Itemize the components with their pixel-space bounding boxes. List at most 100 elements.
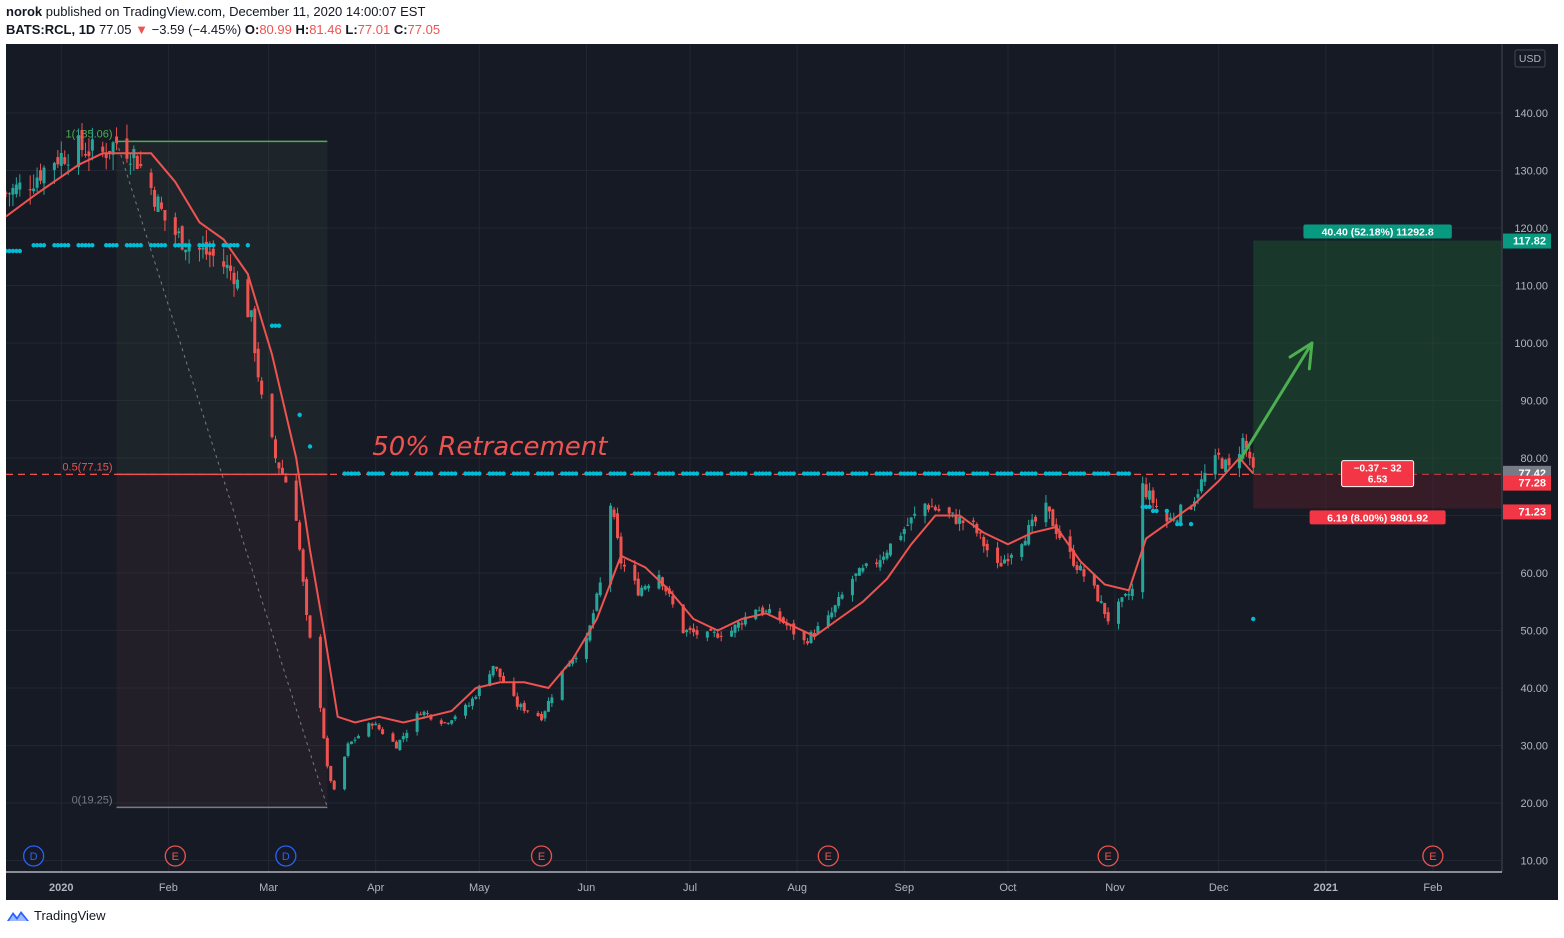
candle-body-167 bbox=[809, 631, 813, 643]
stop-dot-78 bbox=[452, 471, 458, 476]
stop-dot-196 bbox=[1026, 471, 1031, 476]
candle-body-14 bbox=[66, 164, 70, 166]
stop-dot-220 bbox=[1147, 504, 1152, 510]
fib-lower-zone bbox=[116, 474, 328, 808]
open-label: O: bbox=[244, 22, 260, 37]
stop-dot-197 bbox=[1029, 471, 1035, 476]
stop-dot-139 bbox=[753, 471, 758, 476]
candle-body-43 bbox=[208, 251, 212, 256]
tradingview-logo-icon bbox=[7, 910, 29, 921]
axis-price-label-0: 117.82 bbox=[1513, 236, 1546, 248]
x-tick-label-2: Mar bbox=[259, 882, 278, 894]
stop-dot-125 bbox=[684, 471, 689, 476]
chart-area[interactable]: 1(135.06) 0.5(77.15) 0(19.25) 50% Retraceme… bbox=[6, 44, 1558, 900]
stop-dot-111 bbox=[615, 471, 620, 476]
candle-body-172 bbox=[833, 605, 837, 613]
stop-dot-18 bbox=[90, 243, 95, 248]
candle-body-114 bbox=[550, 697, 554, 704]
candle-body-35 bbox=[173, 217, 177, 235]
candle-body-231 bbox=[1120, 597, 1124, 602]
time-axis-bg bbox=[6, 872, 1558, 900]
candle-body-174 bbox=[840, 594, 844, 599]
candle-body-230 bbox=[1116, 601, 1120, 624]
candle-body-115 bbox=[560, 671, 564, 700]
stop-dot-93 bbox=[525, 471, 530, 476]
stop-dot-181 bbox=[953, 471, 959, 476]
candle-body-78 bbox=[377, 724, 381, 730]
stop-dot-130 bbox=[708, 471, 714, 476]
stop-dot-153 bbox=[815, 471, 821, 476]
stop-dot-133 bbox=[718, 471, 724, 476]
stop-dot-178 bbox=[936, 471, 942, 476]
candle-body-3 bbox=[14, 184, 18, 195]
stop-dot-29 bbox=[152, 243, 157, 248]
candle-body-168 bbox=[812, 633, 816, 636]
stop-dot-217 bbox=[1126, 471, 1132, 476]
stop-dot-104 bbox=[584, 471, 589, 476]
stop-dot-88 bbox=[501, 471, 506, 476]
position-stop-label-bg bbox=[1309, 510, 1446, 525]
stop-dot-55 bbox=[345, 471, 351, 476]
candle-body-34 bbox=[163, 210, 167, 221]
event-marker-label-4: E bbox=[825, 851, 832, 863]
stop-dot-146 bbox=[784, 471, 790, 476]
candle-body-85 bbox=[415, 713, 419, 732]
x-tick-label-1: Feb bbox=[159, 882, 178, 894]
stop-dot-225 bbox=[1178, 521, 1183, 527]
candle-body-238 bbox=[1151, 490, 1155, 503]
stop-dot-94 bbox=[535, 471, 541, 476]
event-marker-label-2: D bbox=[282, 851, 290, 863]
stop-dot-8 bbox=[41, 243, 47, 248]
candle-body-188 bbox=[909, 517, 913, 524]
stop-dot-191 bbox=[1002, 471, 1007, 476]
candle-body-200 bbox=[971, 520, 975, 522]
candle-body-113 bbox=[546, 700, 550, 712]
stop-dot-50 bbox=[273, 323, 278, 328]
axis-price-label-2: 77.28 bbox=[1518, 478, 1546, 490]
currency-badge: USD bbox=[1519, 53, 1542, 65]
stop-dot-58 bbox=[356, 471, 361, 476]
stop-dot-23 bbox=[124, 243, 130, 248]
candle-body-178 bbox=[861, 567, 865, 572]
candle-body-192 bbox=[930, 506, 934, 508]
candle-body-33 bbox=[159, 202, 163, 209]
tradingview-logo[interactable]: TradingView bbox=[6, 908, 106, 923]
stop-dot-115 bbox=[636, 471, 641, 476]
candle-body-93 bbox=[450, 720, 454, 724]
candle-body-26 bbox=[128, 163, 132, 165]
stop-dot-156 bbox=[832, 471, 838, 476]
candle-body-224 bbox=[1082, 569, 1086, 577]
stop-dot-147 bbox=[788, 471, 793, 476]
candle-body-75 bbox=[367, 723, 371, 737]
price-chart[interactable]: 1(135.06)0.5(77.15)0(19.25)50% Retraceme… bbox=[6, 44, 1558, 900]
candle-body-23 bbox=[111, 142, 115, 155]
stop-dot-135 bbox=[732, 471, 738, 476]
stop-dot-194 bbox=[1019, 471, 1024, 476]
candle-body-58 bbox=[280, 467, 284, 475]
close-value: 77.05 bbox=[407, 22, 441, 37]
candle-body-161 bbox=[781, 617, 785, 624]
candle-body-156 bbox=[757, 610, 761, 612]
candle-body-10 bbox=[52, 162, 56, 170]
candle-body-245 bbox=[1189, 507, 1193, 510]
candle-body-152 bbox=[736, 622, 740, 628]
event-marker-label-3: E bbox=[538, 851, 545, 863]
stop-dot-42 bbox=[211, 243, 216, 248]
candle-body-40 bbox=[197, 247, 201, 250]
stop-dot-122 bbox=[667, 471, 672, 476]
projection-arrow-shaft bbox=[1237, 341, 1314, 463]
x-tick-label-8: Sep bbox=[895, 882, 915, 894]
stop-dot-152 bbox=[812, 471, 817, 476]
stop-dot-82 bbox=[473, 471, 479, 476]
candle-body-52 bbox=[253, 308, 257, 354]
candle-body-55 bbox=[270, 393, 274, 438]
stop-dot-87 bbox=[497, 471, 503, 476]
candle-body-183 bbox=[885, 552, 889, 559]
stop-dot-118 bbox=[646, 471, 651, 476]
stop-dot-27 bbox=[138, 243, 143, 248]
author-name[interactable]: norok bbox=[6, 4, 43, 19]
y-tick-label-8: 90.00 bbox=[1520, 396, 1548, 408]
candle-body-84 bbox=[405, 732, 409, 738]
chart-header: norok published on TradingView.com, Dece… bbox=[0, 0, 1564, 44]
candle-body-109 bbox=[526, 710, 530, 712]
